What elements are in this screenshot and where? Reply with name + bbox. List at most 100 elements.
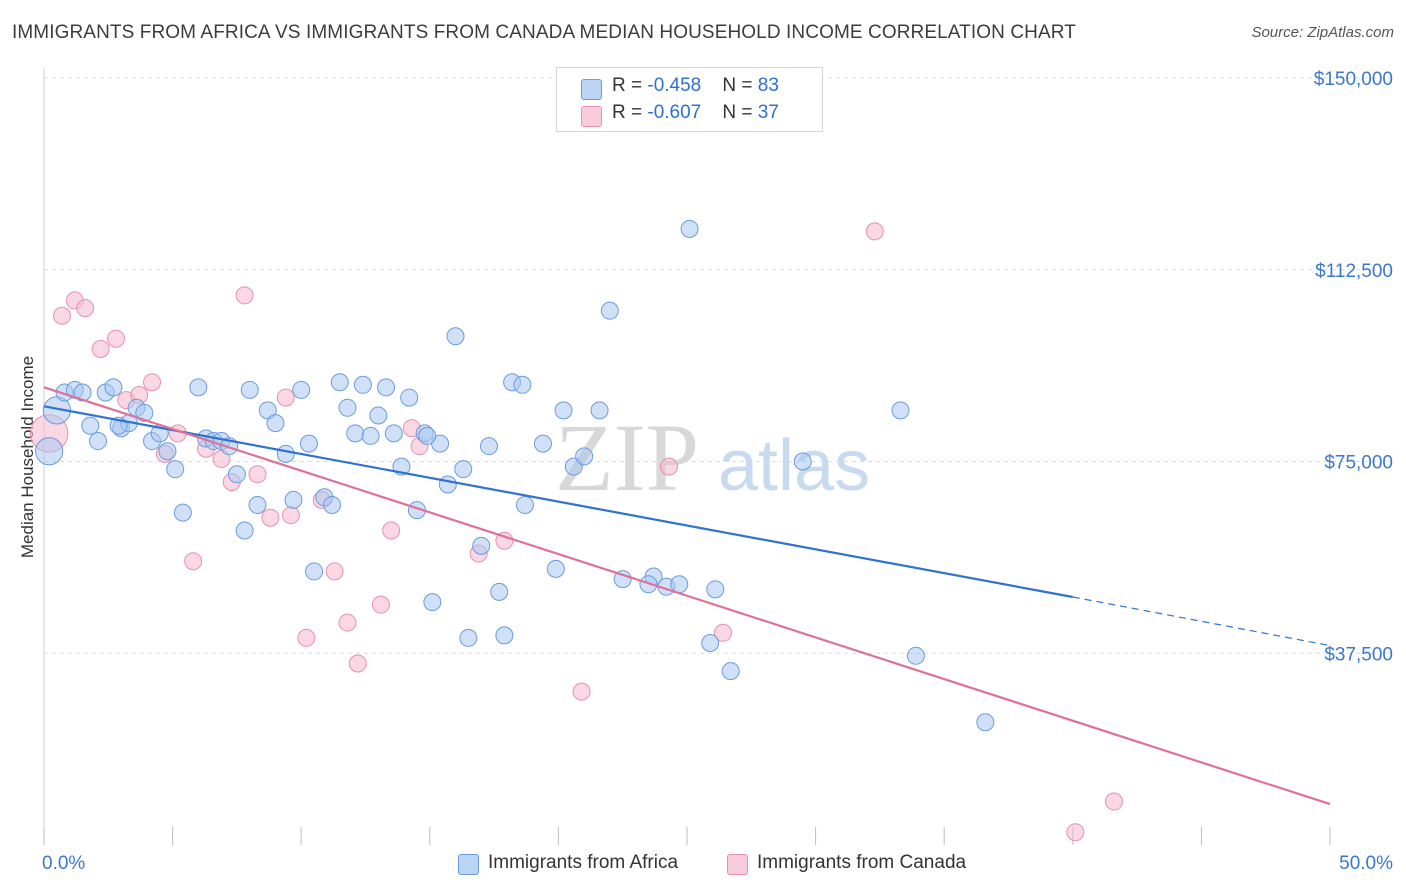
canada-point (1104, 792, 1123, 811)
x-tick-label: 0.0% (42, 853, 85, 874)
canada-point (659, 457, 678, 476)
africa-point (891, 401, 910, 420)
africa-point (793, 452, 812, 471)
canada-point (348, 654, 367, 673)
africa-point (490, 582, 509, 601)
canada-point (1066, 823, 1085, 842)
africa-point (590, 401, 609, 420)
canada-point (495, 531, 514, 550)
bottom-legend-canada-label: Immigrants from Canada (757, 852, 967, 873)
canada-points (29, 222, 1123, 842)
y-tick-label: $75,000 (1324, 453, 1393, 474)
africa-point (338, 398, 357, 417)
canada-point (248, 465, 267, 484)
africa-point (89, 432, 108, 451)
canada-point (276, 388, 295, 407)
canada-point (76, 299, 95, 318)
africa-point (680, 219, 699, 238)
africa-point (266, 414, 285, 433)
africa-point (369, 406, 388, 425)
canada-point (261, 508, 280, 527)
trend-lines (43, 386, 1331, 806)
africa-point (323, 495, 342, 514)
africa-point (330, 373, 349, 392)
canada-point (143, 373, 162, 392)
africa-point (438, 475, 457, 494)
canada-point (297, 628, 316, 647)
africa-point (459, 628, 478, 647)
africa-swatch (581, 79, 602, 100)
canada-point (281, 506, 300, 525)
canada-point (325, 562, 344, 581)
chart-title: IMMIGRANTS FROM AFRICA VS IMMIGRANTS FRO… (12, 22, 1076, 43)
canada-point (572, 682, 591, 701)
africa-point (189, 378, 208, 397)
africa-swatch (458, 854, 479, 875)
africa-point (173, 503, 192, 522)
africa-trend-extension (1072, 596, 1331, 647)
zipatlas-watermark: ZIP atlas (555, 404, 870, 511)
x-tick-label: 50.0% (1339, 853, 1393, 874)
correlation-legend: R = -0.458 N = 83 R = -0.607 N = 37 (556, 67, 823, 132)
canada-point (714, 623, 733, 642)
africa-point (706, 580, 725, 599)
africa-point (906, 646, 925, 665)
canada-swatch (727, 854, 748, 875)
bottom-legend-africa-label: Immigrants from Africa (488, 852, 679, 873)
africa-point (472, 536, 491, 555)
africa-point (721, 662, 740, 681)
africa-point (248, 495, 267, 514)
africa-point (235, 521, 254, 540)
canada-swatch (581, 106, 602, 127)
africa-point (613, 570, 632, 589)
watermark-atlas: atlas (718, 426, 870, 506)
africa-point (158, 442, 177, 461)
canada-point (107, 329, 126, 348)
africa-point (600, 301, 619, 320)
x-tick-labels: 0.0% 50.0% (42, 853, 1393, 874)
canada-trend-line (43, 386, 1331, 806)
africa-point (554, 401, 573, 420)
africa-point (423, 593, 442, 612)
africa-point (976, 713, 995, 732)
legend-n-value: 83 (757, 75, 779, 96)
africa-point (81, 416, 100, 435)
africa-point (575, 447, 594, 466)
africa-point (446, 327, 465, 346)
legend-n-label: N = (722, 75, 758, 96)
africa-point (299, 434, 318, 453)
africa-point (513, 375, 532, 394)
africa-point (361, 426, 380, 445)
africa-point (227, 465, 246, 484)
africa-point (454, 460, 473, 479)
legend-r-value: -0.607 (647, 102, 702, 123)
y-tick-labels: $37,500 $75,000 $112,500 $150,000 (1314, 69, 1393, 665)
africa-point (240, 380, 259, 399)
africa-point (533, 434, 552, 453)
africa-point (292, 380, 311, 399)
canada-point (53, 306, 72, 325)
africa-point (384, 424, 403, 443)
africa-point (305, 562, 324, 581)
africa-point (276, 444, 295, 463)
africa-point (346, 424, 365, 443)
canada-point (184, 552, 203, 571)
africa-point (166, 460, 185, 479)
africa-point (135, 403, 154, 422)
canada-point (382, 521, 401, 540)
africa-point (515, 495, 534, 514)
y-tick-label: $112,500 (1315, 261, 1393, 282)
legend-r-label: R = (612, 102, 648, 123)
africa-point (35, 437, 64, 466)
africa-point (353, 375, 372, 394)
canada-point (371, 595, 390, 614)
y-tick-label: $37,500 (1324, 644, 1393, 665)
africa-point (400, 388, 419, 407)
africa-point (495, 626, 514, 645)
africa-trend-line (43, 405, 1074, 599)
africa-point (479, 437, 498, 456)
legend-n-label: N = (722, 102, 758, 123)
africa-point (284, 490, 303, 509)
canada-point (91, 340, 110, 359)
